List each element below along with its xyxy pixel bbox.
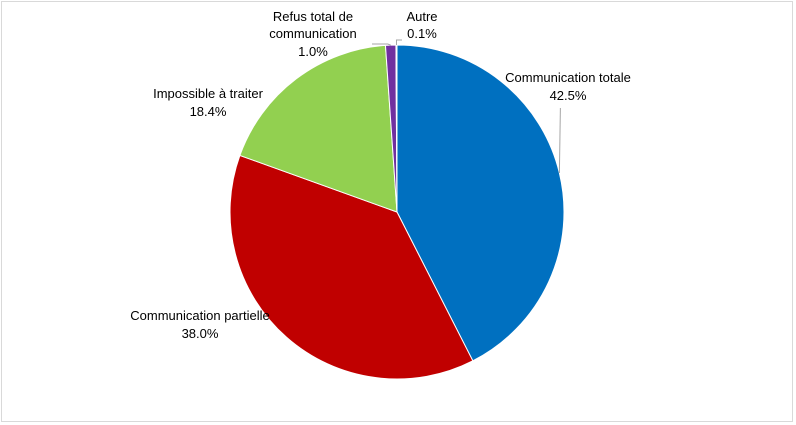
- label-refus-name-line1: Refus total de: [273, 9, 353, 24]
- pie-slice-communication-partielle: [229, 154, 474, 380]
- leader-line-refus-total: [372, 43, 391, 46]
- pie-slices: [229, 44, 565, 380]
- label-autre-value: 0.1%: [407, 26, 437, 41]
- leader-line-autre: [395, 39, 402, 46]
- label-communication-totale-name: Communication totale: [505, 70, 631, 85]
- label-impossible-value: 18.4%: [190, 104, 227, 119]
- label-communication-totale-value: 42.5%: [550, 88, 587, 103]
- pie-slice-communication-totale: [396, 44, 565, 362]
- pie-slice-autre: [395, 44, 398, 213]
- label-impossible-name: Impossible à traiter: [153, 86, 263, 101]
- label-refus-name-line2: communication: [269, 26, 356, 41]
- leader-line-communication-totale: [558, 107, 561, 174]
- pie-slice-impossible-a-traiter: [239, 44, 398, 213]
- label-autre-name: Autre: [406, 9, 437, 24]
- label-refus-value: 1.0%: [298, 44, 328, 59]
- label-communication-partielle-name: Communication partielle: [130, 308, 269, 323]
- label-communication-partielle-value: 38.0%: [182, 326, 219, 341]
- leader-lines: [372, 39, 561, 174]
